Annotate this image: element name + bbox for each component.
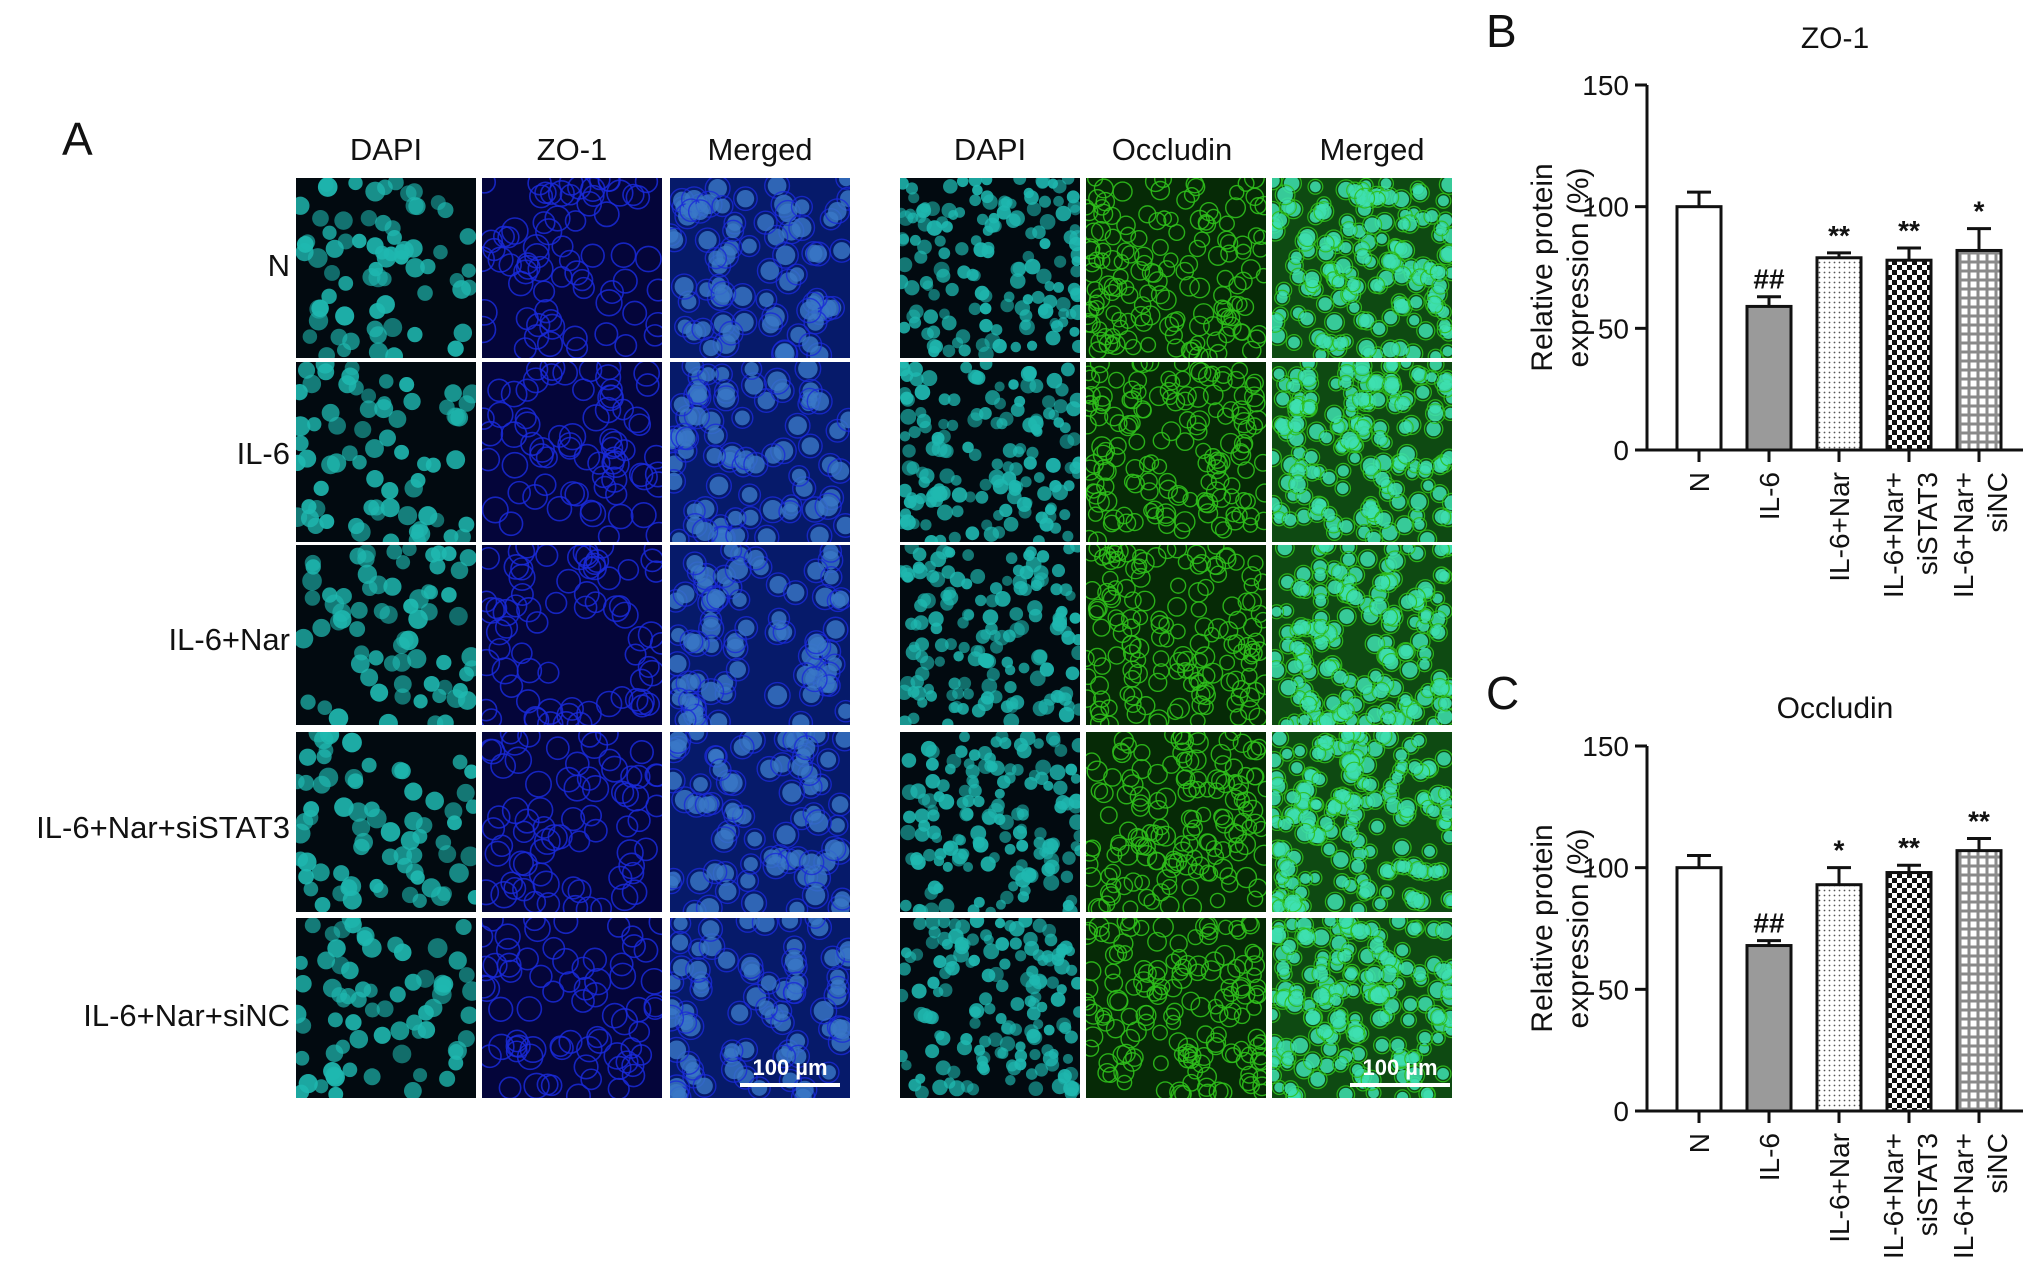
micrograph-merged-blue-row4 <box>670 732 850 912</box>
scale-bar-label: 100 µm <box>752 1055 828 1080</box>
y-tick-label: 0 <box>1613 435 1629 466</box>
micrograph-occludin-row2 <box>1086 362 1266 542</box>
chart-zo1: ZO-1 Relative protein expression (%) 0 50 100… <box>1526 22 2023 598</box>
panel-b-letter: B <box>1486 5 1517 57</box>
x-tick-label-1: N <box>1684 1133 1715 1153</box>
significance-label-4: ** <box>1898 215 1920 246</box>
col-header-zo1: ZO-1 <box>536 132 608 167</box>
bar-5 <box>1955 248 2003 452</box>
micrograph-zo1-row4 <box>482 732 662 912</box>
micrograph-zo1-row5 <box>482 918 662 1098</box>
y-tick-label: 0 <box>1613 1096 1629 1127</box>
bar-1 <box>1675 205 1723 452</box>
significance-label-3: * <box>1834 835 1845 866</box>
micrograph-dapi-row5 <box>296 918 476 1098</box>
micrograph-dapi-row4 <box>900 732 1080 912</box>
x-tick-label-2: IL-6 <box>1754 472 1785 520</box>
bar-1 <box>1675 866 1723 1113</box>
micrograph-merged-blue-row1 <box>670 178 850 358</box>
significance-label-3: ** <box>1828 220 1850 251</box>
bar-2 <box>1745 944 1793 1113</box>
significance-label-4: ** <box>1898 832 1920 863</box>
micrograph-merged-green-row1 <box>1272 178 1452 358</box>
y-axis-label: Relative protein expression (%) <box>1526 824 1595 1032</box>
scale-bar-line-right <box>1350 1083 1450 1087</box>
micrograph-dapi-row3 <box>296 545 476 725</box>
y-tick-label: 100 <box>1582 192 1629 223</box>
micrograph-merged-green-row2 <box>1272 362 1452 542</box>
y-axis-label: Relative protein expression (%) <box>1526 163 1595 371</box>
micrograph-occludin-row4 <box>1086 732 1266 912</box>
panel-a-letter: A <box>62 113 93 165</box>
col-header-merged-right: Merged <box>1319 132 1425 167</box>
row-label-il6: IL-6 <box>236 436 290 471</box>
micrograph-occludin-row1 <box>1086 178 1266 358</box>
bar-5 <box>1955 849 2003 1113</box>
micrograph-dapi-row2 <box>296 362 476 542</box>
bar-2 <box>1745 304 1793 452</box>
micrograph-dapi-row1 <box>900 178 1080 358</box>
micrograph-merged-blue-row2 <box>670 362 850 542</box>
micrograph-merged-green-row4 <box>1272 732 1452 912</box>
micrograph-dapi-row1 <box>296 178 476 358</box>
chart-title: ZO-1 <box>1801 22 1869 55</box>
x-tick-label-1: N <box>1684 472 1715 492</box>
y-tick-label: 150 <box>1582 70 1629 101</box>
x-tick-label-4: IL-6+Nar+ siSTAT3 <box>1878 472 1943 598</box>
x-tick-label-3: IL-6+Nar <box>1824 472 1855 582</box>
chart-title: Occludin <box>1777 692 1894 725</box>
chart-occludin: Occludin Relative protein expression (%) 0 5… <box>1526 692 2023 1259</box>
y-tick-label: 50 <box>1598 974 1629 1005</box>
scale-bar-left: 100 µm <box>740 1055 840 1087</box>
bar-4 <box>1885 871 1933 1113</box>
micrograph-occludin-row5 <box>1086 918 1266 1098</box>
micrograph-dapi-row4 <box>296 732 476 912</box>
micrograph-zo1-row1 <box>482 178 662 358</box>
micrograph-zo1-row3 <box>482 545 662 725</box>
scale-bar-label-right: 100 µm <box>1362 1055 1438 1080</box>
row-label-il6-nar: IL-6+Nar <box>168 622 290 657</box>
x-tick-label-3: IL-6+Nar <box>1824 1133 1855 1243</box>
significance-label-2: ## <box>1753 908 1785 939</box>
bar-3 <box>1815 256 1863 452</box>
col-header-occludin: Occludin <box>1111 132 1233 167</box>
col-header-merged: Merged <box>707 132 813 167</box>
micrograph-dapi-row3 <box>900 545 1080 725</box>
scale-bar-line <box>740 1083 840 1087</box>
micrograph-occludin-row3 <box>1086 545 1266 725</box>
bar-3 <box>1815 883 1863 1113</box>
micrograph-dapi-row2 <box>900 362 1080 542</box>
row-label-il6-nar-sinc: IL-6+Nar+siNC <box>83 998 290 1033</box>
x-tick-label-2: IL-6 <box>1754 1133 1785 1181</box>
micrograph-merged-green-row3 <box>1272 545 1452 725</box>
col-header-dapi: DAPI <box>349 132 423 167</box>
micrograph-merged-blue-row5 <box>670 918 850 1098</box>
bar-4 <box>1885 258 1933 452</box>
significance-label-2: ## <box>1753 264 1785 295</box>
row-label-n: N <box>267 248 290 283</box>
y-tick-label: 50 <box>1598 313 1629 344</box>
x-tick-label-5: IL-6+Nar+ siNC <box>1948 1133 2013 1259</box>
row-label-il6-nar-sistat3: IL-6+Nar+siSTAT3 <box>36 810 290 845</box>
y-tick-label: 100 <box>1582 853 1629 884</box>
panel-c-letter: C <box>1486 667 1520 719</box>
x-tick-label-4: IL-6+Nar+ siSTAT3 <box>1878 1133 1943 1259</box>
micrograph-dapi-row5 <box>900 918 1080 1098</box>
micrograph-zo1-row2 <box>482 362 662 542</box>
y-tick-label: 150 <box>1582 731 1629 762</box>
scale-bar-right: 100 µm <box>1350 1055 1450 1087</box>
col-header-dapi-right: DAPI <box>953 132 1027 167</box>
significance-label-5: ** <box>1968 805 1990 836</box>
x-tick-label-5: IL-6+Nar+ siNC <box>1948 472 2013 598</box>
significance-label-5: * <box>1974 196 1985 227</box>
micrograph-merged-blue-row3 <box>670 545 850 725</box>
micrograph-merged-green-row5 <box>1272 918 1452 1098</box>
